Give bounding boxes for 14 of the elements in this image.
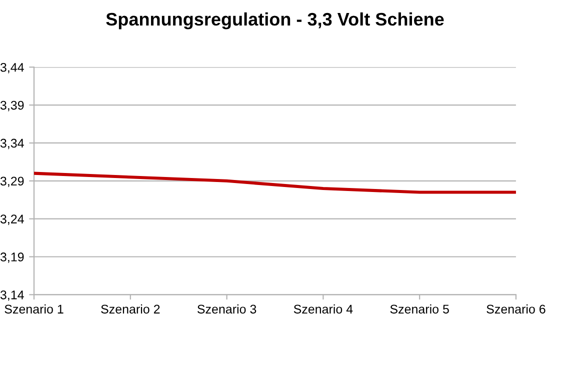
y-tick-label: 3,39 [0, 100, 24, 112]
y-tick-label: 3,34 [0, 138, 24, 150]
y-tick-label: 3,44 [0, 62, 24, 74]
chart-title: Spannungsregulation - 3,3 Volt Schiene [106, 12, 444, 30]
x-tick-label: Szenario 1 [4, 304, 64, 314]
x-tick-label: Szenario 6 [486, 304, 546, 314]
y-tick-label: 3,14 [0, 290, 24, 301]
x-tick-label: Szenario 5 [390, 304, 449, 314]
y-tick-label: 3,24 [0, 214, 24, 225]
y-tick-label: 3,19 [0, 252, 24, 263]
y-tick-label: 3,29 [0, 176, 24, 188]
x-tick-label: Szenario 4 [294, 304, 353, 314]
x-tick-label: Szenario 2 [101, 304, 160, 314]
x-tick-label: Szenario 3 [197, 304, 256, 314]
